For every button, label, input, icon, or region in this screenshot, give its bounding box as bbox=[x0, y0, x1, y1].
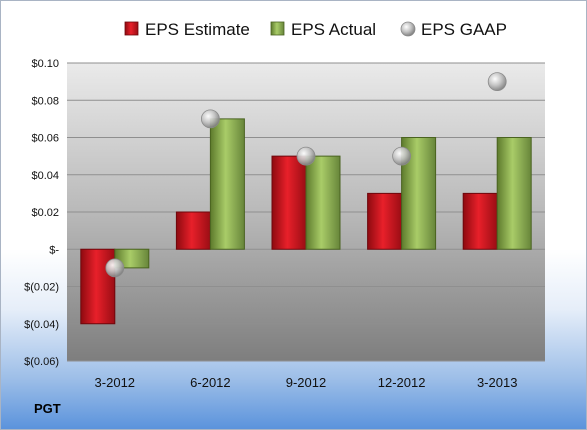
y-tick-label: $(0.06) bbox=[24, 356, 59, 368]
point-eps-gaap bbox=[105, 258, 125, 278]
x-tick-label: 6-2012 bbox=[190, 375, 230, 390]
y-tick-label: $0.10 bbox=[31, 58, 59, 70]
legend-label: EPS Actual bbox=[291, 20, 376, 39]
legend-label: EPS GAAP bbox=[421, 20, 507, 39]
y-tick-label: $0.04 bbox=[31, 170, 59, 182]
x-tick-label: 12-2012 bbox=[378, 375, 426, 390]
legend-eps-estimate: EPS Estimate bbox=[124, 20, 250, 39]
point-eps-gaap bbox=[392, 146, 412, 166]
bar-eps-estimate bbox=[271, 155, 307, 250]
bar-eps-actual bbox=[209, 118, 245, 250]
point-eps-gaap bbox=[487, 72, 507, 92]
point-eps-gaap bbox=[200, 109, 220, 129]
x-tick-label: 9-2012 bbox=[286, 375, 326, 390]
y-tick-label: $0.06 bbox=[31, 133, 59, 145]
ticker-symbol: PGT bbox=[34, 401, 61, 416]
legend-swatch bbox=[124, 21, 139, 36]
x-tick-label: 3-2013 bbox=[477, 375, 517, 390]
y-tick-label: $(0.02) bbox=[24, 282, 59, 294]
y-tick-label: $(0.04) bbox=[24, 319, 59, 331]
legend-eps-actual: EPS Actual bbox=[270, 20, 376, 39]
bar-eps-estimate bbox=[462, 192, 498, 250]
legend-eps-gaap: EPS GAAP bbox=[400, 20, 507, 39]
point-eps-gaap bbox=[296, 146, 316, 166]
y-tick-label: $- bbox=[49, 244, 59, 256]
legend-swatch bbox=[270, 21, 285, 36]
y-tick-label: $0.02 bbox=[31, 207, 59, 219]
bar-eps-actual bbox=[305, 155, 341, 250]
bar-eps-estimate bbox=[175, 211, 211, 250]
x-tick-label: 3-2012 bbox=[95, 375, 135, 390]
y-tick-label: $0.08 bbox=[31, 95, 59, 107]
legend-swatch bbox=[400, 21, 416, 37]
bar-eps-actual bbox=[496, 137, 532, 250]
legend-label: EPS Estimate bbox=[145, 20, 250, 39]
bar-eps-estimate bbox=[367, 192, 403, 250]
